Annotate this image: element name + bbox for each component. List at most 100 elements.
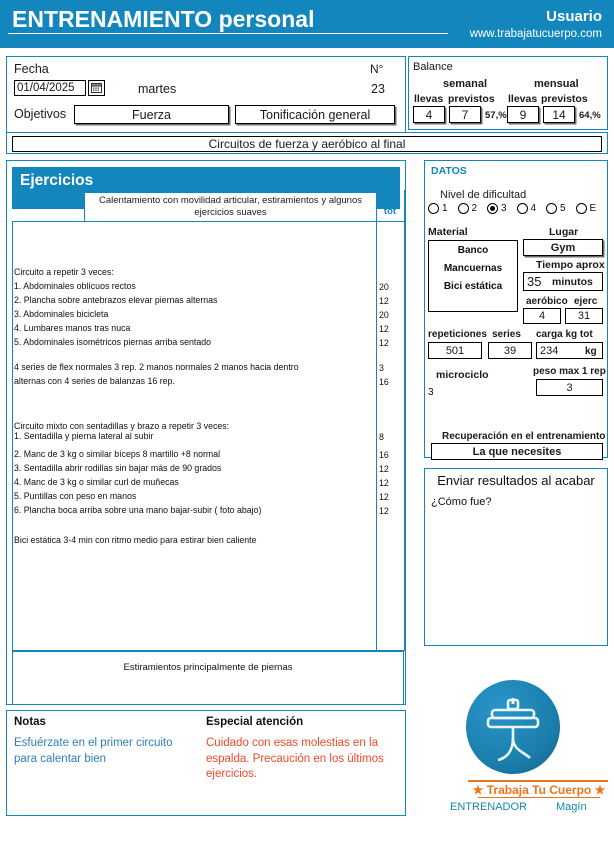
exercise-line: 5. Puntillas con peso en manos — [14, 491, 137, 501]
exercise-line: Circuito mixto con sentadillas y brazo a… — [14, 421, 230, 431]
ejerc-value[interactable]: 31 — [565, 308, 603, 324]
material-item[interactable]: Mancuernas — [443, 263, 503, 274]
enviar-panel — [424, 468, 608, 646]
rep-header-line1: Rep — [381, 194, 399, 206]
exercise-line: Bici estática 3-4 min con ritmo medio pa… — [14, 535, 257, 545]
tiempo-unit-label: minutos — [552, 276, 593, 288]
rep-total-header: Rep tot — [376, 192, 404, 221]
radio-icon[interactable] — [487, 203, 498, 214]
logo-brand-text: ★ Trabaja Tu Cuerpo ★ — [466, 783, 612, 797]
nivel-option-5[interactable]: 5 — [546, 203, 576, 214]
nivel-option-label: 4 — [530, 203, 537, 214]
tiempo-aprox-label: Tiempo aprox — [536, 259, 605, 271]
ejercicios-body[interactable] — [12, 221, 376, 651]
warmup-note: Calentamiento con movilidad articular, e… — [84, 192, 376, 221]
balance-mensual-previstos-label: previstos — [541, 93, 588, 105]
fecha-input[interactable]: 01/04/2025 — [14, 80, 86, 96]
nivel-dificultad-radio-group[interactable]: 1 2 3 4 5 E — [428, 203, 606, 214]
especial-atencion-text[interactable]: Cuidado con esas molestias en la espalda… — [206, 737, 384, 781]
carga-label: carga kg tot — [536, 329, 593, 340]
brand-name: Trabaja Tu Cuerpo — [486, 783, 592, 797]
exercise-rep-value: 12 — [379, 464, 389, 474]
exercise-rep-value: 3 — [379, 363, 384, 373]
microciclo-label: microciclo — [436, 369, 489, 381]
recuperacion-label: Recuperación en el entrenamiento — [442, 431, 606, 442]
balance-mensual-llevas-value[interactable]: 9 — [507, 106, 539, 123]
material-item[interactable]: Banco — [457, 245, 489, 256]
material-label: Material — [428, 226, 468, 238]
exercise-rep-value: 12 — [379, 324, 389, 334]
summary-strip-field[interactable]: Circuitos de fuerza y aeróbico al final — [12, 136, 602, 152]
exercise-rep-value: 16 — [379, 450, 389, 460]
numero-label: N° — [370, 62, 384, 76]
exercise-line: alternas con 4 series de balanzas 16 rep… — [14, 376, 175, 386]
radio-icon[interactable] — [457, 203, 469, 214]
calendar-icon[interactable] — [88, 80, 105, 96]
exercise-rep-value: 12 — [379, 492, 389, 502]
logo-rule-bottom — [478, 797, 600, 798]
radio-icon[interactable] — [575, 203, 587, 214]
balance-semanal-previstos-value[interactable]: 7 — [449, 106, 481, 123]
balance-semanal-llevas-value[interactable]: 4 — [413, 106, 445, 123]
series-value[interactable]: 39 — [488, 342, 532, 359]
aerobico-label: aeróbico — [526, 296, 568, 307]
balance-mensual-previstos-value[interactable]: 14 — [543, 106, 575, 123]
nivel-option-label: E — [589, 203, 597, 214]
exercise-rep-value: 20 — [379, 310, 389, 320]
enviar-title: Enviar resultados al acabar — [437, 473, 595, 488]
balance-mensual-label: mensual — [534, 78, 579, 90]
app-header: ENTRENAMIENTO personal Usuario www.traba… — [0, 0, 614, 48]
objetivo-1-field[interactable]: Fuerza — [74, 105, 229, 124]
rep-column-divider — [376, 190, 377, 651]
lugar-field[interactable]: Gym — [523, 239, 603, 256]
exercise-line: 5. Abdominales isométricos piernas arrib… — [14, 337, 212, 347]
header-divider — [8, 33, 448, 34]
exercise-rep-value: 8 — [379, 432, 384, 442]
radio-icon[interactable] — [546, 203, 557, 214]
exercise-line: 1. Sentadilla y pierna lateral al subir — [14, 431, 154, 441]
nivel-option-E[interactable]: E — [575, 203, 606, 214]
page-title: ENTRENAMIENTO personal — [12, 6, 314, 33]
page-title-light: personal — [218, 6, 315, 32]
material-item[interactable]: Bici estática — [443, 281, 503, 292]
nivel-option-label: 1 — [442, 203, 448, 214]
nivel-option-1[interactable]: 1 — [428, 203, 458, 214]
microciclo-value: 3 — [428, 387, 434, 398]
material-list[interactable]: Banco Mancuernas Bici estática — [428, 240, 518, 312]
carga-value[interactable]: 234 — [536, 342, 603, 359]
entrenador-name[interactable]: Magín — [556, 801, 587, 813]
nivel-option-4[interactable]: 4 — [516, 203, 547, 214]
enviar-question[interactable]: ¿Cómo fue? — [431, 496, 492, 508]
exercise-rep-value: 12 — [379, 478, 389, 488]
stretching-box[interactable]: Estiramientos principalmente de piernas — [12, 651, 404, 705]
datos-title: DATOS — [431, 165, 467, 177]
objetivo-2-field[interactable]: Tonificación general — [235, 105, 395, 124]
user-label[interactable]: Usuario — [546, 8, 602, 25]
barbell-icon — [466, 680, 560, 774]
nivel-option-3[interactable]: 3 — [487, 203, 517, 214]
exercise-line: 4 series de flex normales 3 rep. 2 manos… — [14, 362, 299, 372]
balance-semanal-llevas-label: llevas — [414, 93, 444, 105]
nivel-option-label: 5 — [560, 203, 566, 214]
series-label: series — [492, 329, 521, 340]
tiempo-field[interactable]: 35 — [523, 272, 603, 291]
especial-atencion-title: Especial atención — [206, 716, 304, 728]
aerobico-value[interactable]: 4 — [523, 308, 561, 324]
exercise-line: 1. Abdominales oblícuos rectos — [14, 281, 136, 291]
summary-strip-text: Circuitos de fuerza y aeróbico al final — [208, 137, 406, 151]
repeticiones-value[interactable]: 501 — [428, 342, 482, 359]
nivel-option-2[interactable]: 2 — [457, 203, 488, 214]
recuperacion-field[interactable]: La que necesites — [431, 443, 603, 460]
radio-icon[interactable] — [516, 203, 528, 214]
notas-text[interactable]: Esfuérzate en el primer circuito para ca… — [14, 737, 173, 765]
radio-icon[interactable] — [428, 203, 439, 214]
site-url[interactable]: www.trabajatucuerpo.com — [469, 28, 602, 40]
exercise-line: Circuito a repetir 3 veces: — [14, 267, 114, 277]
exercise-line: 2. Plancha sobre antebrazos elevar piern… — [14, 295, 218, 305]
ejerc-label: ejerc — [574, 296, 598, 307]
lugar-label: Lugar — [549, 226, 579, 238]
peso-max-value[interactable]: 3 — [536, 379, 603, 396]
peso-max-label: peso max 1 rep — [533, 366, 606, 377]
logo-rule-top — [468, 780, 608, 782]
nivel-option-label: 3 — [501, 203, 507, 214]
